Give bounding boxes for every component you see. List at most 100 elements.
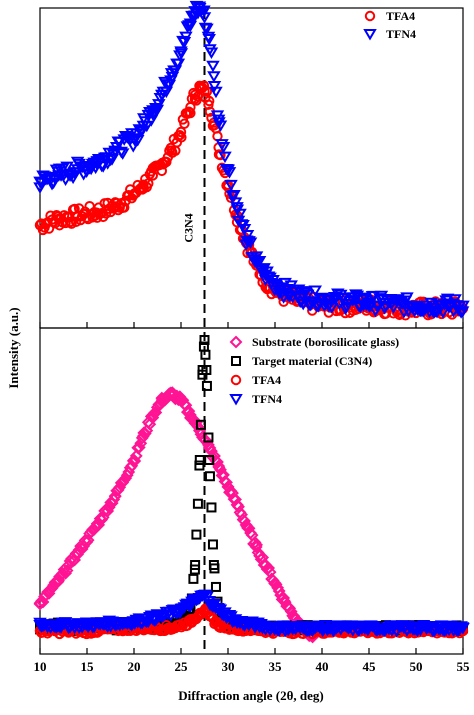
bottom-tfn4-data-point (80, 620, 94, 632)
top-tfa4-point (179, 118, 190, 129)
top-tfn4-data-point (136, 120, 151, 133)
bottom-target-material-c3n4-point (204, 471, 215, 482)
bottom-substrate-borosilicate-glass-data-point (240, 519, 254, 533)
legend-label-tfn4: TFN4 (386, 27, 416, 41)
bottom-tfn4-data-point (183, 599, 198, 611)
top-tfa4-data-point (53, 213, 64, 225)
top-tfn4-data-point (89, 158, 104, 170)
top-tfa4-data-point (185, 102, 196, 113)
x-tick-label: 30 (222, 659, 235, 674)
bottom-tfn4-data-point (268, 623, 282, 635)
top-tfa4-data-point (175, 126, 187, 138)
bottom-tfn4-data-point (202, 596, 216, 608)
bottom-tfn4-data-point (456, 623, 470, 635)
top-series-tfn4 (33, 0, 470, 319)
bottom-substrate-borosilicate-glass-data-point (146, 408, 160, 422)
top-tfn4-point (171, 58, 186, 71)
bottom-tfa4-data-point (204, 610, 215, 622)
bottom-tfn4-data-point (362, 623, 376, 635)
bottom-tfn4-data-point (127, 617, 141, 629)
top-tfn4-data-point (174, 46, 188, 58)
top-tfn4-data-point (240, 235, 254, 247)
bottom-tfa4-data-point (213, 619, 224, 631)
x-tick-label: 45 (363, 659, 377, 674)
x-tick-label: 10 (34, 659, 47, 674)
top-tfn4-data-point (230, 204, 245, 216)
legend-label-target-material-c3n4: Target material (C3N4) (252, 354, 372, 368)
bottom-substrate-borosilicate-glass-data-point (127, 453, 141, 467)
bottom-substrate-borosilicate-glass-point (272, 584, 286, 598)
bottom-target-material-c3n4-data-point (194, 455, 205, 465)
bottom-tfn4-data-point (409, 623, 423, 635)
top-tfn4-point (158, 76, 172, 89)
legend-marker-substrate-borosilicate-glass (229, 335, 243, 349)
bottom-substrate-borosilicate-glass-data-point (212, 459, 226, 473)
top-tfn4-data-point (277, 285, 292, 297)
legend-marker-tfn4 (363, 29, 377, 41)
top-tfn4-data-point (362, 297, 376, 309)
top-tfn4-data-point (127, 133, 141, 145)
top-tfn4-point (216, 141, 231, 154)
bottom-target-material-c3n4-data-point (201, 365, 212, 375)
top-tfn4-data-point (296, 291, 310, 303)
bottom-tfn4-data-point (249, 620, 263, 632)
bottom-substrate-borosilicate-glass-data-point (155, 393, 169, 407)
top-tfn4-point (279, 283, 294, 296)
top-tfn4-data-point (193, 3, 207, 15)
top-tfa4-data-point (110, 201, 121, 212)
bottom-substrate-borosilicate-glass-data-point (221, 480, 235, 494)
top-tfn4-point (263, 272, 277, 285)
bottom-substrate-borosilicate-glass-point (129, 449, 143, 463)
bottom-tfn4-data-point (174, 605, 188, 617)
top-tfa4-data-point (138, 179, 149, 190)
top-tfn4-point (448, 294, 462, 306)
bottom-tfn4-data-point (211, 605, 226, 617)
top-tfn4-data-point (188, 6, 202, 18)
bottom-substrate-borosilicate-glass-point (262, 561, 276, 575)
bottom-series-tfn4 (33, 589, 470, 638)
top-tfn4-point (218, 151, 232, 164)
top-tfn4-point (60, 161, 74, 174)
top-tfn4-data-point (70, 164, 85, 176)
top-tfn4-data-point (409, 300, 423, 313)
top-tfa4-point (185, 107, 196, 119)
bottom-substrate-borosilicate-glass-data-point (277, 594, 291, 608)
top-panel-series (33, 0, 470, 321)
legend-label-substrate-borosilicate-glass: Substrate (borosilicate glass) (252, 335, 399, 349)
top-tfa4-data-point (199, 86, 210, 97)
bottom-target-material-c3n4-data-point (190, 560, 201, 570)
bottom-tfn4-data-point (315, 623, 329, 635)
top-tfn4-data-point (108, 145, 122, 158)
bottom-tfn4-data-point (155, 611, 169, 623)
top-tfa4-point (143, 178, 154, 189)
top-tfn4-point (227, 190, 241, 202)
x-tick-label: 50 (410, 659, 423, 674)
top-tfn4-data-point (146, 105, 160, 117)
bottom-tfn4-data-point (221, 611, 235, 623)
bottom-target-material-c3n4-point (201, 380, 212, 391)
y-axis-title: Intensity (a.u.) (6, 307, 21, 388)
top-tfa4-point (176, 132, 187, 143)
x-axis-title: Diffraction angle (2θ, deg) (178, 688, 323, 703)
top-tfn4-point (436, 307, 450, 319)
top-tfa4-data-point (166, 145, 177, 156)
top-tfn4-point (102, 147, 116, 160)
bottom-panel-frame (39, 327, 464, 655)
bottom-substrate-borosilicate-glass-data-point (52, 573, 66, 587)
top-tfa4-data-point (34, 219, 46, 231)
x-axis-ticks: 10 15 20 25 30 35 40 45 50 55 (34, 322, 470, 674)
top-tfa4-data-point (157, 157, 168, 169)
top-tfn4-point (400, 292, 414, 304)
top-tfn4-point (209, 86, 223, 99)
top-tfn4-point (206, 60, 220, 73)
top-tfn4-data-point (155, 89, 169, 102)
bottom-substrate-borosilicate-glass-data-point (287, 609, 301, 623)
top-tfn4-data-point (249, 257, 263, 269)
top-tfa4-data-point (91, 207, 102, 218)
top-tfn4-data-point (183, 18, 198, 30)
top-tfn4-data-point (211, 114, 226, 127)
bottom-target-material-c3n4-point (200, 349, 211, 360)
top-tfn4-point (207, 81, 222, 93)
top-tfn4-data-point (315, 294, 329, 306)
bottom-substrate-borosilicate-glass-data-point (268, 576, 282, 590)
